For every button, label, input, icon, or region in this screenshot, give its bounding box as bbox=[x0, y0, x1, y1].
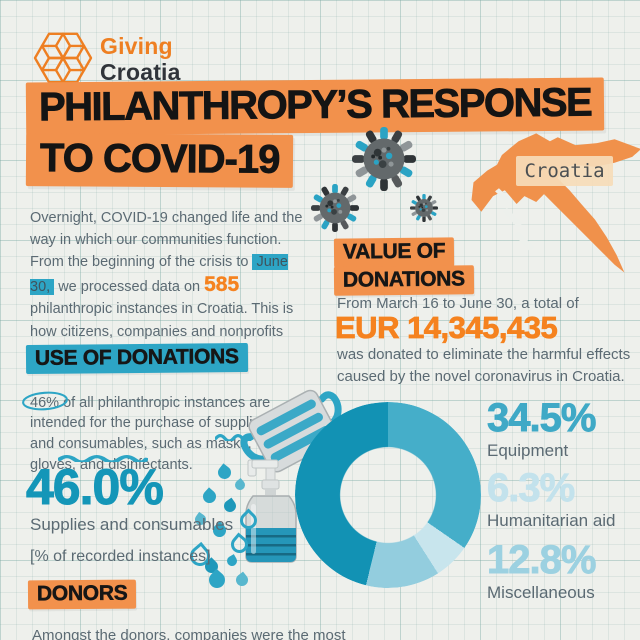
donors-paragraph: Amongst the donors, companies were the m… bbox=[32, 625, 380, 640]
virus-icon bbox=[311, 184, 359, 232]
stat-supplies-value: 46.0% bbox=[26, 459, 165, 516]
value-of-donations-heading-line1: VALUE OF bbox=[333, 237, 455, 268]
stat-unit-note: [% of recorded instances] bbox=[30, 548, 211, 565]
stat-humanitarian-value: 6.3% bbox=[487, 466, 576, 510]
stat-equipment: 34.5% Equipment bbox=[487, 398, 637, 461]
page-title-line1: PHILANTHROPY’S RESPONSE bbox=[25, 77, 605, 136]
stat-equipment-label: Equipment bbox=[487, 441, 569, 460]
stat-miscellaneous-value: 12.8% bbox=[487, 538, 597, 582]
stat-equipment-value: 34.5% bbox=[487, 396, 597, 440]
circled-percent: 46% bbox=[22, 391, 68, 414]
page-title-line2: TO COVID-19 bbox=[25, 133, 294, 188]
intro-part1: Overnight, COVID-19 changed life and the… bbox=[30, 209, 303, 271]
use-of-donations-paragraph: 46% of all philanthropic instances are i… bbox=[22, 391, 290, 476]
value-body-text: was donated to eliminate the harmful eff… bbox=[337, 346, 631, 385]
intro-part2: we processed data on bbox=[58, 278, 201, 295]
stat-miscellaneous: 12.8% Miscellaneous bbox=[487, 540, 637, 603]
droplet-icon bbox=[233, 571, 251, 589]
intro-big-number: 585 bbox=[204, 272, 240, 296]
stat-supplies-label: Supplies and consumables bbox=[30, 515, 234, 534]
croatia-map bbox=[471, 133, 640, 273]
brand-line1: Giving bbox=[100, 33, 173, 59]
stat-humanitarian-label: Humanitarian aid bbox=[487, 511, 616, 530]
brand-wordmark: Giving Croatia bbox=[100, 33, 181, 85]
intro-paragraph: Overnight, COVID-19 changed life and the… bbox=[30, 207, 310, 366]
stat-miscellaneous-label: Miscellaneous bbox=[487, 583, 595, 602]
droplet-icon bbox=[200, 487, 219, 506]
squiggle-consumables: consumables, bbox=[58, 434, 148, 455]
virus-icon bbox=[352, 127, 416, 191]
value-of-donations-heading-line2: DONATIONS bbox=[333, 265, 474, 296]
virus-icon bbox=[410, 194, 438, 222]
donut-chart bbox=[295, 402, 481, 588]
squiggle-companies: companies bbox=[174, 627, 248, 640]
donors-heading: DONORS bbox=[27, 579, 137, 610]
use-of-donations-heading: USE OF DONATIONS bbox=[25, 343, 248, 374]
value-lead-text: From March 16 to June 30, a total of bbox=[337, 295, 579, 312]
giving-croatia-logo-icon bbox=[33, 32, 93, 84]
stat-humanitarian: 6.3% Humanitarian aid bbox=[487, 468, 637, 531]
donation-amount: EUR 14,345,435 bbox=[335, 310, 559, 346]
map-label: Croatia bbox=[516, 156, 613, 186]
sanitizer-bottle-icon bbox=[245, 459, 297, 563]
